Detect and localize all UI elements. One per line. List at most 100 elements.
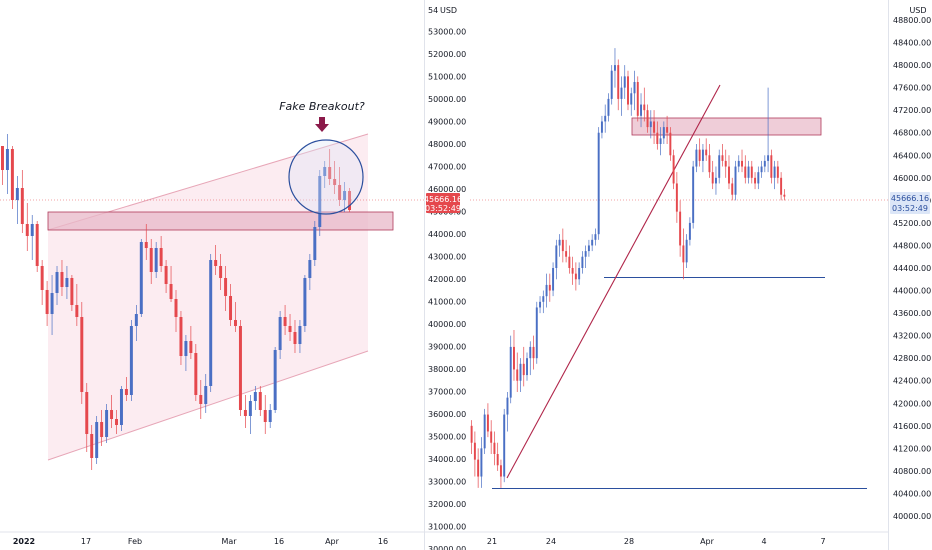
candle-body	[718, 155, 721, 178]
right-y-tick: 46000.00	[893, 174, 931, 183]
right-y-tick: 40400.00	[893, 489, 931, 498]
right-x-tick: 21	[487, 537, 497, 546]
left-last-price-badge: 45666.16 03:52:49	[424, 193, 462, 213]
candle-body	[144, 242, 148, 248]
right-x-tick: Apr	[700, 537, 715, 546]
candle-body	[503, 414, 506, 477]
right-y-tick: 44800.00	[893, 241, 931, 250]
left-y-tick: 48000.00	[428, 140, 466, 149]
candle-body	[477, 459, 480, 477]
candle-body	[318, 176, 322, 227]
candle-body	[539, 301, 542, 308]
right-x-axis-labels: 21 24 28 Apr 4 7	[487, 537, 826, 546]
right-y-tick: 42000.00	[893, 399, 931, 408]
left-y-tick: 51000.00	[428, 73, 466, 82]
candle-body	[731, 183, 734, 195]
right-x-tick: 4	[761, 537, 766, 546]
candle-body	[519, 363, 522, 381]
left-price-scale[interactable]: 54 USD 48000.0047000.0046000.0045000.004…	[424, 6, 466, 550]
candle-body	[721, 155, 724, 161]
candle-body	[238, 326, 242, 410]
candle-body	[149, 248, 153, 272]
candle-body	[229, 296, 233, 320]
candle-body	[656, 132, 659, 144]
left-y-tick: 50000.00	[428, 95, 466, 104]
candle-body	[630, 93, 633, 105]
candle-body	[348, 191, 352, 211]
left-y-tick: 32000.00	[428, 500, 466, 509]
left-y-tick: 33000.00	[428, 478, 466, 487]
candle-body	[490, 431, 493, 443]
candle-body	[199, 395, 203, 404]
candle-body	[258, 392, 262, 410]
candle-body	[513, 346, 515, 370]
candle-body	[685, 239, 688, 263]
right-y-tick: 41600.00	[893, 422, 931, 431]
candle-body	[243, 410, 247, 416]
breakout-highlight-circle	[288, 139, 364, 215]
candle-body	[688, 222, 691, 240]
candle-body	[45, 290, 49, 314]
candle-body	[666, 127, 669, 133]
candle-body	[734, 166, 737, 195]
right-y-tick: 46400.00	[893, 151, 931, 160]
candle-body	[298, 326, 302, 344]
right-chart-panel[interactable]: 21 24 28 Apr 4 7	[470, 48, 888, 546]
candle-body	[728, 166, 730, 184]
candle-body	[555, 245, 558, 268]
candle-body	[499, 465, 502, 477]
candle-body	[129, 326, 133, 395]
candle-body	[545, 284, 548, 297]
candle-body	[711, 172, 714, 184]
candle-body	[522, 363, 525, 376]
candle-body	[100, 422, 104, 437]
candle-body	[750, 166, 753, 178]
candle-body	[303, 278, 307, 326]
candle-body	[724, 160, 727, 167]
candle-body	[623, 76, 626, 88]
candle-body	[110, 410, 114, 419]
left-x-tick: Apr	[325, 537, 340, 546]
candle-body	[597, 132, 600, 235]
candle-body	[672, 155, 675, 184]
candle-body	[214, 260, 218, 266]
candle-body	[313, 227, 317, 260]
candle-body	[164, 266, 168, 284]
candle-body	[552, 268, 555, 291]
candle-body	[248, 401, 252, 416]
candle-body	[184, 341, 188, 356]
right-y-tick: 44400.00	[893, 264, 931, 273]
down-arrow-icon	[315, 117, 329, 132]
right-y-tick: 42800.00	[893, 354, 931, 363]
left-y-tick: 37000.00	[428, 388, 466, 397]
candle-body	[154, 248, 158, 272]
left-x-tick: 2022	[13, 537, 35, 546]
candle-body	[473, 442, 476, 460]
candle-body	[169, 284, 173, 299]
candle-body	[741, 160, 743, 167]
candle-body	[493, 442, 496, 454]
candle-body	[5, 149, 9, 170]
left-y-tick: 36000.00	[428, 410, 466, 419]
candle-body	[115, 419, 118, 425]
candle-body	[124, 389, 128, 395]
candle-body	[565, 251, 568, 257]
candle-body	[273, 350, 277, 410]
candle-body	[75, 305, 79, 317]
candle-body	[328, 167, 332, 179]
right-countdown: 03:52:49	[892, 204, 928, 213]
candle-body	[698, 149, 701, 161]
right-last-price-badge: 45666.16 03:52:49	[890, 192, 930, 214]
right-candles-group	[470, 48, 786, 488]
right-y-tick: 46800.00	[893, 129, 931, 138]
right-price-scale[interactable]: USD 48800.00 48400.00 48000.00 47600.00 4720…	[890, 6, 931, 521]
candle-body	[714, 177, 717, 184]
left-chart-panel[interactable]: Fake Breakout? 2022 17 Feb Mar 16 Apr 16	[0, 100, 425, 546]
candle-body	[594, 234, 597, 240]
candle-body	[780, 177, 783, 195]
candle-body	[288, 326, 292, 332]
candle-body	[607, 98, 610, 116]
candle-body	[219, 266, 223, 278]
candle-body	[757, 172, 760, 184]
right-y-tick: 48000.00	[893, 61, 931, 70]
